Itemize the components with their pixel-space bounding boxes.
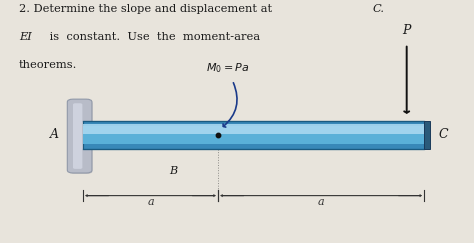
FancyBboxPatch shape xyxy=(70,101,92,174)
FancyBboxPatch shape xyxy=(67,99,92,173)
FancyBboxPatch shape xyxy=(83,121,424,149)
FancyBboxPatch shape xyxy=(73,103,82,169)
Text: EI: EI xyxy=(19,32,32,42)
Text: C.: C. xyxy=(372,4,384,14)
Text: A: A xyxy=(50,128,59,141)
Text: a: a xyxy=(318,197,325,207)
Text: is  constant.  Use  the  moment-area: is constant. Use the moment-area xyxy=(46,32,261,42)
FancyBboxPatch shape xyxy=(424,121,430,149)
Text: B: B xyxy=(169,166,177,176)
Text: a: a xyxy=(147,197,154,207)
Text: theorems.: theorems. xyxy=(19,60,77,69)
Text: $M_0 = Pa$: $M_0 = Pa$ xyxy=(206,61,249,75)
FancyBboxPatch shape xyxy=(83,124,424,134)
FancyBboxPatch shape xyxy=(83,126,424,144)
Text: P: P xyxy=(402,24,411,37)
Text: 2. Determine the slope and displacement at: 2. Determine the slope and displacement … xyxy=(19,4,276,14)
Text: C: C xyxy=(438,128,448,141)
